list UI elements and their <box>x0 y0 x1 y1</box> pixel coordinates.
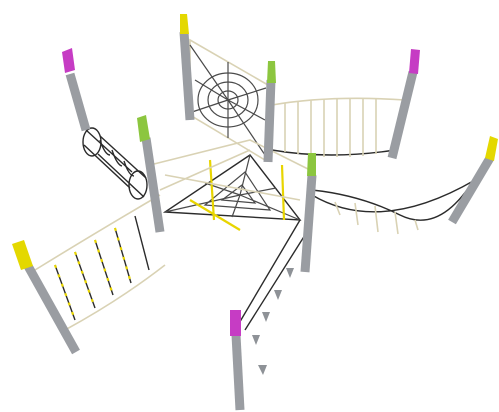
right-ladder <box>311 177 476 235</box>
stepping-stones <box>237 219 306 375</box>
rope-bridge <box>271 97 406 157</box>
spider-web <box>189 38 269 162</box>
tube-climber <box>82 127 148 200</box>
central-net <box>149 139 311 231</box>
post-caps <box>12 14 498 336</box>
left-net <box>34 194 166 331</box>
posts <box>24 31 494 411</box>
